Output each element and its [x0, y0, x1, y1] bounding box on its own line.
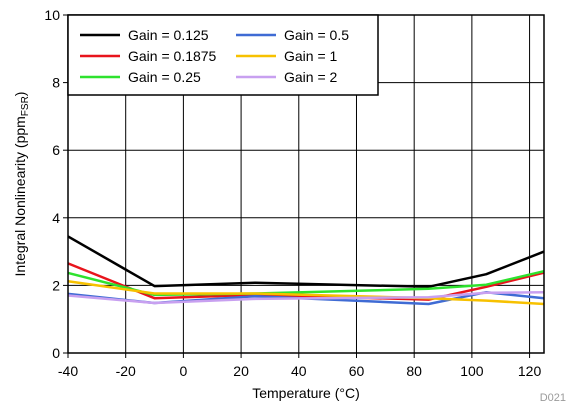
- y-axis-ticks: 0 2 4 6 8 10: [44, 7, 68, 361]
- legend-entry-label: Gain = 2: [284, 69, 338, 85]
- x-tick-label: 20: [233, 363, 249, 379]
- series-line: [67, 235, 545, 289]
- y-axis-label-close: ): [12, 92, 28, 97]
- legend-entry-label: Gain = 0.125: [128, 27, 209, 43]
- y-tick-label: 8: [52, 75, 60, 91]
- y-tick-label: 10: [44, 7, 60, 23]
- x-axis-label: Temperature (°C): [252, 385, 360, 401]
- legend-entry-label: Gain = 1: [284, 48, 338, 64]
- x-tick-label: -40: [58, 363, 78, 379]
- y-tick-label: 0: [52, 345, 60, 361]
- x-tick-label: 40: [291, 363, 307, 379]
- y-axis-label-main: Integral Nonlinearity (ppm: [12, 116, 28, 276]
- y-tick-label: 4: [52, 210, 60, 226]
- y-axis-label-subscript: FSR: [20, 96, 31, 116]
- legend-entry-label: Gain = 0.25: [128, 69, 201, 85]
- figure-id-label: D021: [540, 392, 566, 404]
- series-layer: [67, 235, 545, 306]
- x-tick-label: 0: [179, 363, 187, 379]
- y-axis-label: Integral Nonlinearity (ppmFSR): [12, 92, 31, 277]
- x-tick-label: 80: [406, 363, 422, 379]
- legend-entry-label: Gain = 0.5: [284, 27, 349, 43]
- legend-entry-label: Gain = 0.1875: [128, 48, 217, 64]
- x-tick-label: 60: [349, 363, 365, 379]
- y-tick-label: 6: [52, 142, 60, 158]
- legend: Gain = 0.125 Gain = 0.1875 Gain = 0.25 Gain…: [67, 14, 379, 96]
- x-tick-label: 100: [460, 363, 484, 379]
- series-line: [67, 290, 545, 305]
- x-axis-ticks: -40 -20 0 20 40 60 80 100 120: [58, 353, 542, 379]
- x-tick-label: 120: [518, 363, 542, 379]
- series-line: [67, 280, 545, 306]
- x-tick-label: -20: [116, 363, 136, 379]
- y-tick-label: 2: [52, 277, 60, 293]
